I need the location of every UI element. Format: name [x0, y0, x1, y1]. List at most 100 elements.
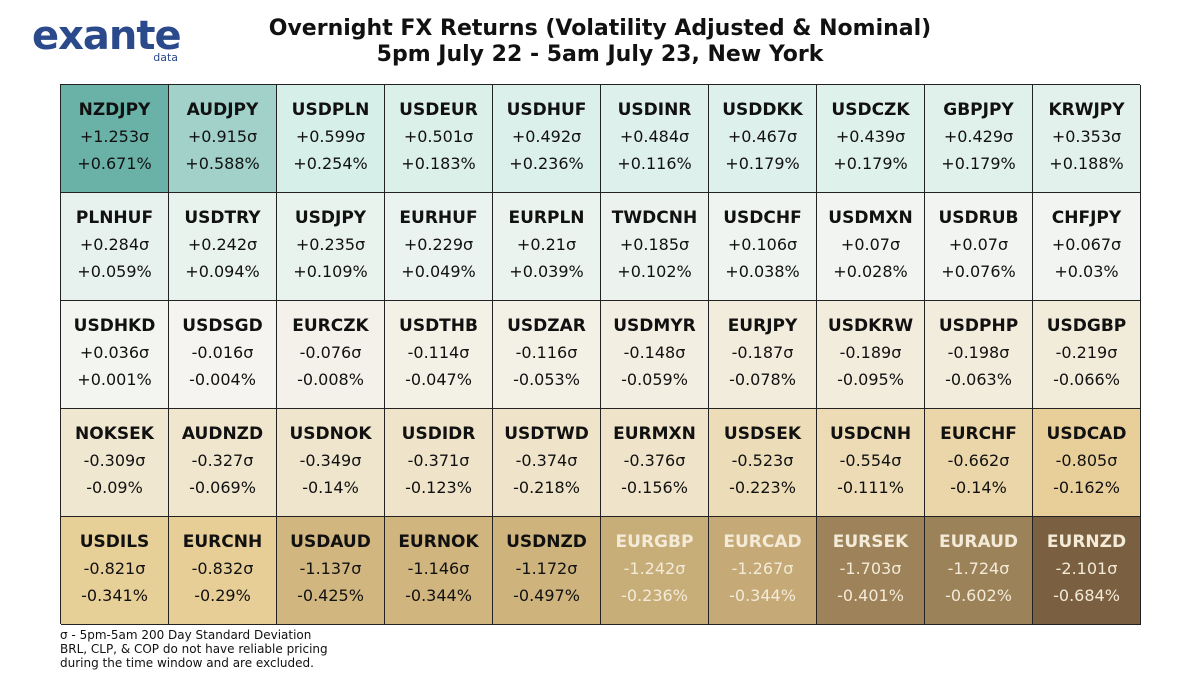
sigma-value: -0.116σ: [515, 343, 578, 362]
pair-label: USDCZK: [831, 100, 910, 120]
percent-value: -0.684%: [1053, 586, 1120, 605]
percent-value: -0.14%: [302, 478, 359, 497]
heatmap-cell-eurcad: EURCAD -1.267σ -0.344%: [709, 517, 817, 625]
heatmap-cell-usdrub: USDRUB +0.07σ +0.076%: [925, 193, 1033, 301]
heatmap-cell-usdmyr: USDMYR -0.148σ -0.059%: [601, 301, 709, 409]
percent-value: +0.102%: [617, 262, 692, 281]
pair-label: USDNOK: [289, 424, 372, 444]
heatmap-cell-gbpjpy: GBPJPY +0.429σ +0.179%: [925, 85, 1033, 193]
pair-label: EURCZK: [292, 316, 369, 336]
pair-label: USDKRW: [827, 316, 914, 336]
heatmap-cell-eurgbp: EURGBP -1.242σ -0.236%: [601, 517, 709, 625]
logo-subtext: data: [153, 51, 178, 64]
heatmap-cell-usdnok: USDNOK -0.349σ -0.14%: [277, 409, 385, 517]
footnote: σ - 5pm-5am 200 Day Standard Deviation B…: [60, 628, 328, 670]
pair-label: EURNZD: [1046, 532, 1127, 552]
pair-label: USDAUD: [290, 532, 371, 552]
heatmap-cell-usdmxn: USDMXN +0.07σ +0.028%: [817, 193, 925, 301]
heatmap-cell-usdhuf: USDHUF +0.492σ +0.236%: [493, 85, 601, 193]
percent-value: -0.218%: [513, 478, 580, 497]
pair-label: KRWJPY: [1048, 100, 1125, 120]
sigma-value: +0.484σ: [619, 127, 690, 146]
percent-value: -0.236%: [621, 586, 688, 605]
pair-label: EURCHF: [940, 424, 1017, 444]
pair-label: NOKSEK: [75, 424, 154, 444]
pair-label: USDMXN: [828, 208, 913, 228]
pair-label: USDSGD: [182, 316, 263, 336]
percent-value: -0.09%: [86, 478, 143, 497]
sigma-value: -2.101σ: [1055, 559, 1118, 578]
sigma-value: +0.21σ: [516, 235, 577, 254]
percent-value: -0.602%: [945, 586, 1012, 605]
percent-value: +0.179%: [725, 154, 800, 173]
heatmap-cell-usdtry: USDTRY +0.242σ +0.094%: [169, 193, 277, 301]
pair-label: USDPHP: [938, 316, 1019, 336]
sigma-value: -0.805σ: [1055, 451, 1118, 470]
heatmap-cell-twdcnh: TWDCNH +0.185σ +0.102%: [601, 193, 709, 301]
pair-label: EURCAD: [723, 532, 802, 552]
heatmap-cell-eurnok: EURNOK -1.146σ -0.344%: [385, 517, 493, 625]
sigma-value: +0.439σ: [835, 127, 906, 146]
pair-label: USDNZD: [506, 532, 587, 552]
heatmap-cell-usdcnh: USDCNH -0.554σ -0.111%: [817, 409, 925, 517]
sigma-value: +0.07σ: [948, 235, 1009, 254]
heatmap-cell-eurhuf: EURHUF +0.229σ +0.049%: [385, 193, 493, 301]
sigma-value: -0.198σ: [947, 343, 1010, 362]
pair-label: USDEUR: [399, 100, 478, 120]
sigma-value: -0.371σ: [407, 451, 470, 470]
pair-label: EURHUF: [399, 208, 478, 228]
sigma-value: -0.832σ: [191, 559, 254, 578]
percent-value: +0.188%: [1049, 154, 1124, 173]
sigma-value: +1.253σ: [79, 127, 150, 146]
percent-value: +0.671%: [77, 154, 152, 173]
heatmap-cell-usdinr: USDINR +0.484σ +0.116%: [601, 85, 709, 193]
percent-value: -0.162%: [1053, 478, 1120, 497]
sigma-value: +0.036σ: [79, 343, 150, 362]
sigma-value: -0.187σ: [731, 343, 794, 362]
pair-label: USDHKD: [73, 316, 156, 336]
percent-value: -0.063%: [945, 370, 1012, 389]
sigma-value: +0.284σ: [79, 235, 150, 254]
pair-label: USDPLN: [291, 100, 370, 120]
heatmap-cell-usdjpy: USDJPY +0.235σ +0.109%: [277, 193, 385, 301]
logo-wordmark: exante: [32, 13, 182, 59]
sigma-value: -0.219σ: [1055, 343, 1118, 362]
pair-label: EURJPY: [727, 316, 798, 336]
pair-label: USDTWD: [504, 424, 589, 444]
sigma-value: +0.235σ: [295, 235, 366, 254]
percent-value: +0.094%: [185, 262, 260, 281]
heatmap-cell-nzdjpy: NZDJPY +1.253σ +0.671%: [61, 85, 169, 193]
sigma-value: -0.554σ: [839, 451, 902, 470]
sigma-value: +0.492σ: [511, 127, 582, 146]
sigma-value: +0.915σ: [187, 127, 258, 146]
heatmap-cell-usdtwd: USDTWD -0.374σ -0.218%: [493, 409, 601, 517]
sigma-value: -0.523σ: [731, 451, 794, 470]
percent-value: -0.008%: [297, 370, 364, 389]
pair-label: USDMYR: [613, 316, 696, 336]
sigma-value: +0.353σ: [1051, 127, 1122, 146]
percent-value: +0.03%: [1054, 262, 1119, 281]
heatmap-cell-usdkrw: USDKRW -0.189σ -0.095%: [817, 301, 925, 409]
percent-value: -0.004%: [189, 370, 256, 389]
sigma-value: +0.106σ: [727, 235, 798, 254]
heatmap-cell-usdpln: USDPLN +0.599σ +0.254%: [277, 85, 385, 193]
pair-label: USDILS: [79, 532, 150, 552]
heatmap-cell-eurczk: EURCZK -0.076σ -0.008%: [277, 301, 385, 409]
sigma-value: +0.242σ: [187, 235, 258, 254]
pair-label: USDTHB: [399, 316, 478, 336]
sigma-value: -0.189σ: [839, 343, 902, 362]
sigma-value: -1.146σ: [407, 559, 470, 578]
heatmap-cell-chfjpy: CHFJPY +0.067σ +0.03%: [1033, 193, 1141, 301]
pair-label: EURMXN: [613, 424, 696, 444]
sigma-value: -1.267σ: [731, 559, 794, 578]
sigma-value: -0.076σ: [299, 343, 362, 362]
percent-value: +0.038%: [725, 262, 800, 281]
heatmap-cell-usdgbp: USDGBP -0.219σ -0.066%: [1033, 301, 1141, 409]
sigma-value: -1.137σ: [299, 559, 362, 578]
sigma-value: -0.821σ: [83, 559, 146, 578]
percent-value: -0.069%: [189, 478, 256, 497]
heatmap-cell-usdnzd: USDNZD -1.172σ -0.497%: [493, 517, 601, 625]
sigma-value: -0.148σ: [623, 343, 686, 362]
pair-label: EURSEK: [832, 532, 909, 552]
heatmap-cell-eurnzd: EURNZD -2.101σ -0.684%: [1033, 517, 1141, 625]
